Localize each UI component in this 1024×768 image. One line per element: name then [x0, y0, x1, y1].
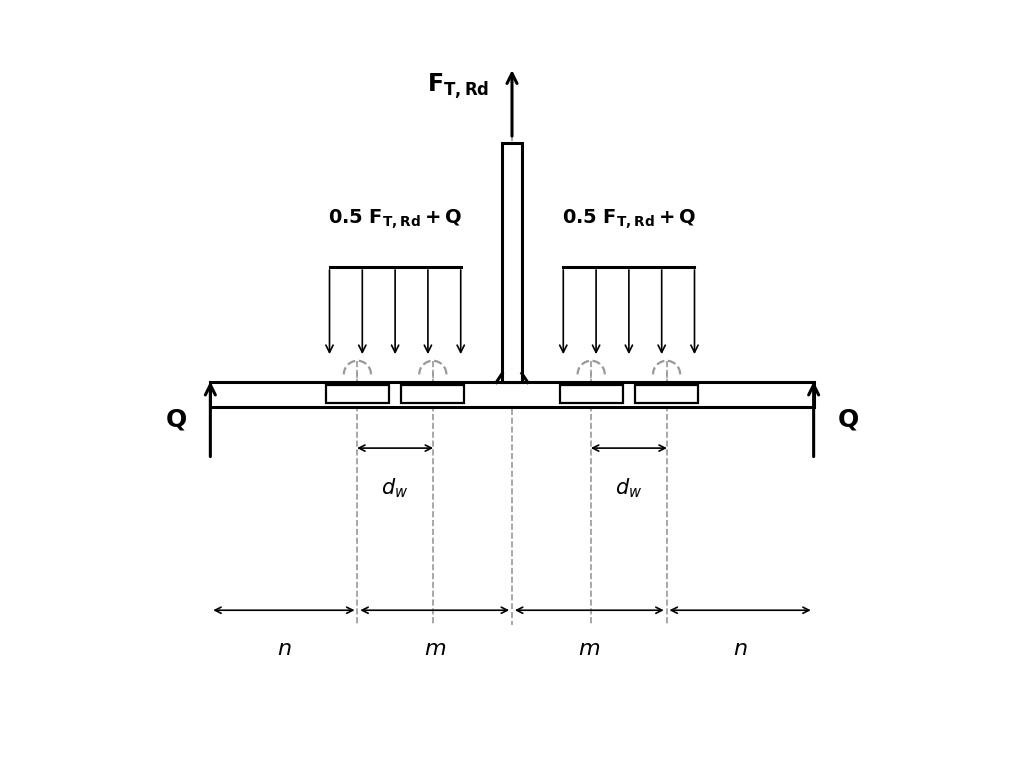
Text: $\mathbf{0.5\ F_{T,Rd} + Q}$: $\mathbf{0.5\ F_{T,Rd} + Q}$	[328, 207, 462, 231]
Text: $m$: $m$	[424, 639, 445, 659]
Text: $n$: $n$	[733, 639, 748, 659]
Bar	[210, 382, 814, 406]
Text: $\mathbf{Q}$: $\mathbf{Q}$	[166, 406, 187, 432]
Bar	[401, 385, 465, 403]
Text: $\mathbf{0.5\ F_{T,Rd} + Q}$: $\mathbf{0.5\ F_{T,Rd} + Q}$	[562, 207, 696, 231]
Text: $d_w$: $d_w$	[382, 477, 409, 501]
Bar	[502, 143, 522, 382]
Text: $m$: $m$	[579, 639, 600, 659]
Text: $\mathbf{Q}$: $\mathbf{Q}$	[837, 406, 858, 432]
Text: $\mathbf{F_{T,Rd}}$: $\mathbf{F_{T,Rd}}$	[427, 71, 489, 101]
Bar	[326, 385, 389, 403]
Bar	[559, 385, 623, 403]
Bar	[635, 385, 698, 403]
Text: $n$: $n$	[276, 639, 291, 659]
Text: $d_w$: $d_w$	[615, 477, 642, 501]
